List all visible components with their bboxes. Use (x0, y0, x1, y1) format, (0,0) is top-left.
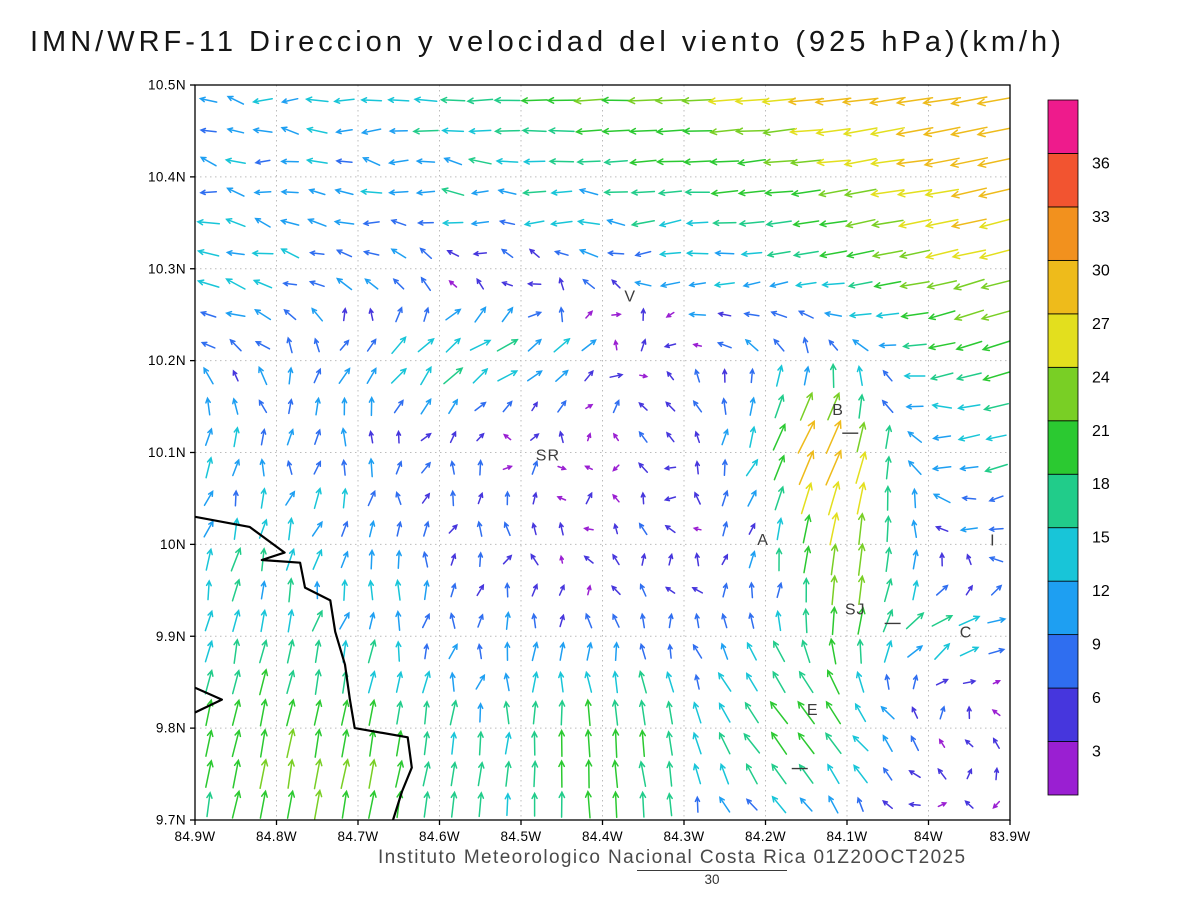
colorbar-tick-label: 18 (1092, 476, 1110, 493)
city-labels: V B SR A I SJ C E (536, 288, 995, 719)
colorbar-segment (1047, 206, 1079, 261)
lat-tick-label: 10.3N (148, 261, 186, 276)
lon-tick-label: 84.6W (419, 829, 460, 844)
lon-tick-label: 83.9W (989, 829, 1030, 844)
colorbar-tick-label: 21 (1092, 423, 1110, 440)
lon-tick-label: 84.5W (500, 829, 541, 844)
lon-axis-labels: 84.9W 84.8W 84.7W 84.6W 84.5W 84.4W 84.3W 84.2W… (174, 829, 1030, 844)
lat-tick-label: 10.5N (148, 78, 186, 93)
city-label-sj: SJ (845, 602, 866, 619)
footer-institution: Instituto Meteorologico Nacional Costa R… (378, 847, 967, 868)
lon-tick-label: 84.7W (337, 829, 378, 844)
colorbar-tick-label: 24 (1092, 369, 1110, 386)
wind-arrows (196, 95, 1010, 820)
colorbar-segment (1047, 366, 1079, 422)
colorbar-segment (1047, 313, 1079, 368)
colorbar-segment (1047, 99, 1079, 154)
city-label-c: C (960, 625, 973, 642)
colorbar-tick-label: 12 (1092, 583, 1110, 600)
lon-tick-label: 84.1W (826, 829, 867, 844)
lon-tick-label: 84.3W (663, 829, 704, 844)
city-label-e: E (807, 702, 819, 719)
lon-tick-label: 84.9W (174, 829, 215, 844)
footer-scale-mark: 30 (637, 870, 787, 887)
city-label-v: V (624, 288, 636, 305)
chart-title: IMN/WRF-11 Direccion y velocidad del vie… (30, 26, 1065, 58)
lon-tick-label: 84.8W (256, 829, 297, 844)
lat-tick-label: 9.9N (156, 629, 186, 644)
colorbar-segment (1047, 259, 1079, 315)
colorbar-tick-label: 33 (1092, 209, 1110, 226)
colorbar-segment (1047, 473, 1079, 529)
colorbar-segment (1047, 634, 1079, 689)
colorbar-tick-label: 3 (1092, 744, 1101, 761)
colorbar-segment (1047, 580, 1079, 636)
city-label-i: I (990, 533, 995, 550)
lat-tick-label: 10.2N (148, 353, 186, 368)
station-marks (791, 432, 901, 770)
plot-frame (190, 84, 1011, 825)
colorbar-segment (1047, 741, 1079, 796)
colorbar-segment (1047, 420, 1079, 475)
lon-tick-label: 84.4W (582, 829, 623, 844)
lat-tick-label: 9.7N (156, 813, 186, 828)
colorbar-tick-label: 30 (1092, 262, 1110, 279)
colorbar-tick-label: 36 (1092, 155, 1110, 172)
colorbar-tick-label: 9 (1092, 637, 1101, 654)
lat-tick-label: 10.1N (148, 445, 186, 460)
colorbar-tick-label: 15 (1092, 530, 1110, 547)
colorbar-segment (1047, 527, 1079, 582)
lat-tick-label: 9.8N (156, 721, 186, 736)
colorbar-tick-label: 6 (1092, 690, 1101, 707)
footer-scale-value: 30 (704, 872, 720, 887)
lon-tick-label: 84.2W (745, 829, 786, 844)
lon-tick-label: 84W (914, 829, 943, 844)
city-label-b: B (832, 402, 844, 419)
lat-axis-labels: 10.5N 10.4N 10.3N 10.2N 10.1N 10N 9.9N 9.8N 9.7N (148, 78, 186, 828)
city-label-a: A (757, 532, 769, 549)
lat-tick-label: 10.4N (148, 169, 186, 184)
colorbar-segment (1047, 153, 1079, 208)
coastline (195, 515, 413, 820)
lat-tick-label: 10N (160, 537, 186, 552)
colorbar (1047, 99, 1079, 796)
colorbar-segment (1047, 687, 1079, 742)
colorbar-tick-label: 27 (1092, 316, 1110, 333)
city-label-sr: SR (536, 447, 560, 464)
